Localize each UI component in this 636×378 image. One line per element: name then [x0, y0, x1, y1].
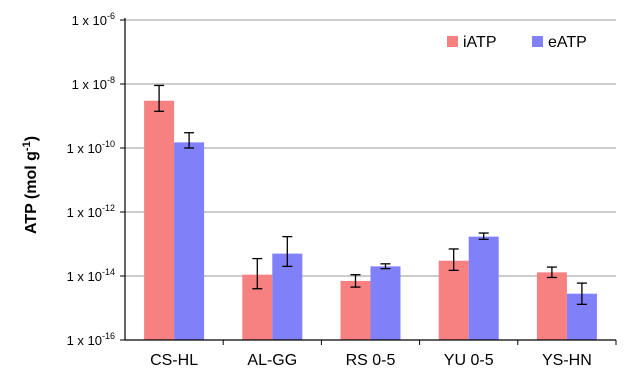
y-tick-exponent: -14 [102, 267, 115, 277]
y-tick-base: 1 x 10 [72, 77, 107, 92]
axes [120, 18, 617, 345]
bar-eatp-cs-hl [174, 142, 205, 340]
y-tick-exponent: -6 [107, 11, 115, 21]
y-tick-label: 1 x 10-16 [67, 331, 115, 348]
y-tick-base: 1 x 10 [67, 141, 102, 156]
bar-eatp-rs-0-5 [370, 266, 401, 340]
bar-iatp-yu-0-5 [438, 260, 469, 340]
bar-iatp-ys-hn [536, 272, 567, 340]
legend-label-iatp: iATP [463, 34, 496, 51]
x-tick-label: YU 0-5 [444, 352, 494, 369]
y-tick-label: 1 x 10-12 [67, 203, 115, 220]
legend: iATP eATP [447, 34, 587, 51]
legend-swatch-eatp [532, 36, 543, 47]
y-tick-exponent: -16 [102, 331, 115, 341]
x-tick-label: YS-HN [542, 352, 592, 369]
y-tick-exponent: -12 [102, 203, 115, 213]
x-tick-labels: CS-HL AL-GG RS 0-5 YU 0-5 YS-HN [150, 352, 592, 369]
y-tick-exponent: -10 [102, 139, 115, 149]
x-tick-label: CS-HL [150, 352, 198, 369]
y-tick-exponent: -8 [107, 75, 115, 85]
y-tick-labels: 1 x 10-61 x 10-81 x 10-101 x 10-121 x 10… [67, 11, 115, 348]
legend-swatch-iatp [447, 36, 458, 47]
bars [144, 100, 597, 340]
bar-iatp-rs-0-5 [340, 280, 371, 340]
y-tick-base: 1 x 10 [67, 205, 102, 220]
y-tick-label: 1 x 10-10 [67, 139, 115, 156]
y-axis-label: ATP (mol g-1) [21, 136, 40, 234]
legend-label-eatp: eATP [548, 34, 587, 51]
y-tick-label: 1 x 10-6 [72, 11, 115, 28]
y-tick-base: 1 x 10 [67, 333, 102, 348]
x-tick-label: RS 0-5 [346, 352, 396, 369]
bar-eatp-al-gg [272, 253, 303, 340]
y-tick-label: 1 x 10-8 [72, 75, 115, 92]
x-tick-label: AL-GG [247, 352, 297, 369]
y-tick-label: 1 x 10-14 [67, 267, 115, 284]
bar-eatp-yu-0-5 [468, 236, 499, 340]
y-tick-base: 1 x 10 [72, 13, 107, 28]
y-tick-base: 1 x 10 [67, 269, 102, 284]
error-bars [154, 84, 587, 306]
bar-iatp-cs-hl [144, 100, 175, 340]
